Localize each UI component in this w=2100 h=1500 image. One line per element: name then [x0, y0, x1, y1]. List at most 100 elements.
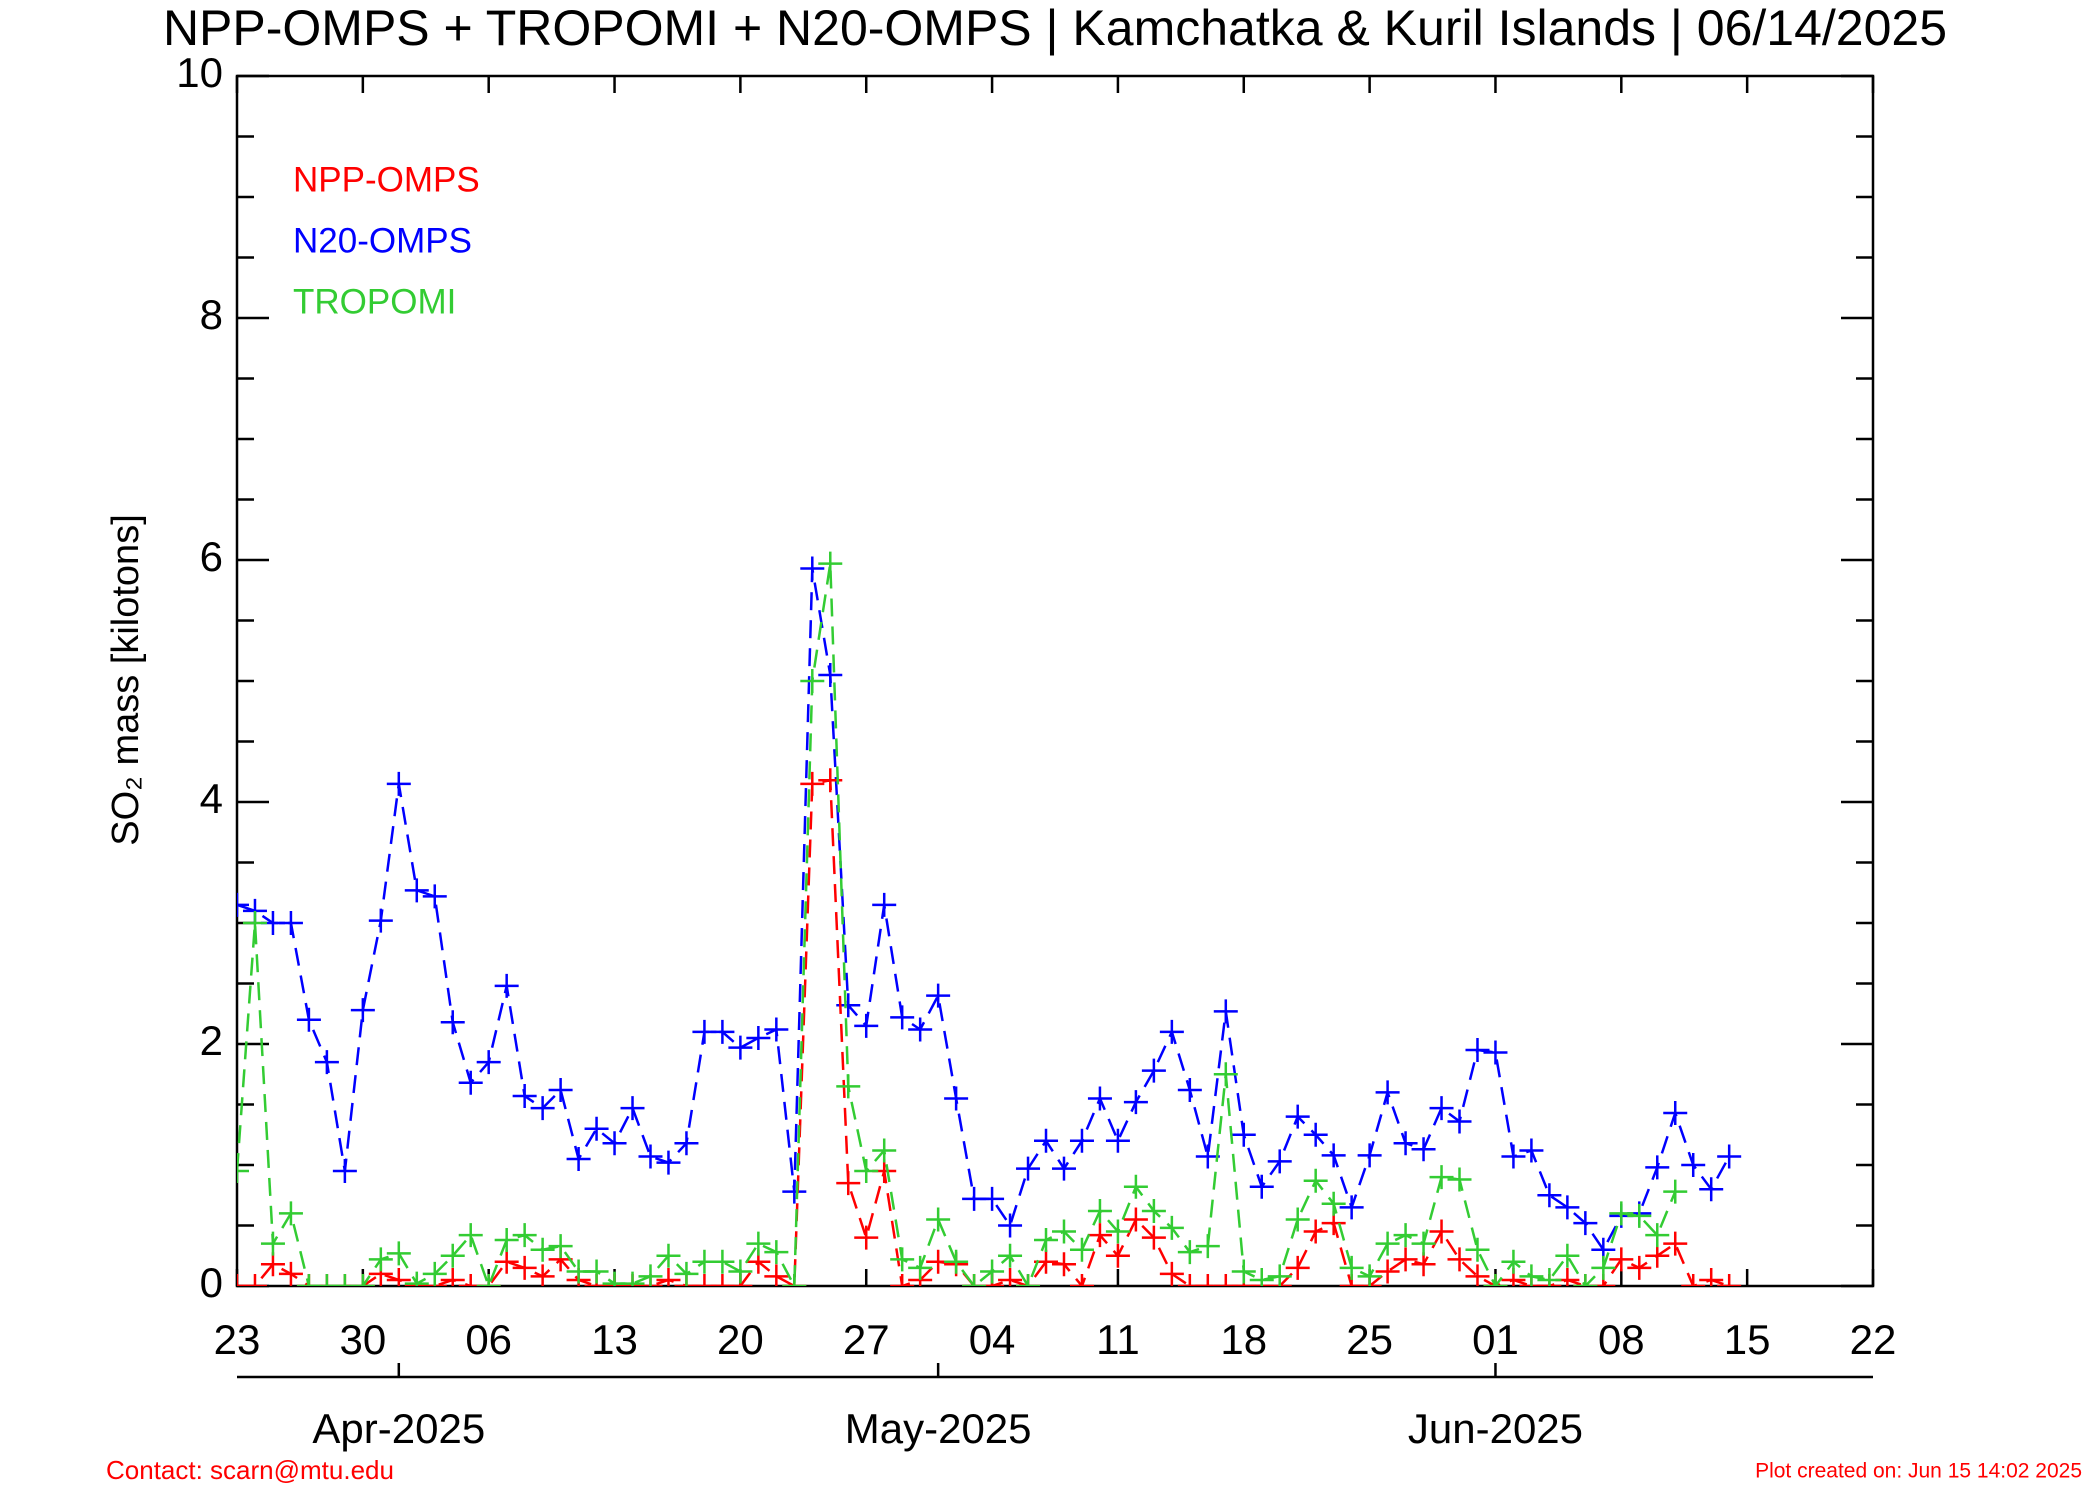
- marker: [1195, 1274, 1220, 1286]
- y-tick-label: 8: [200, 291, 223, 338]
- x-tick-label: 11: [1096, 1316, 1140, 1363]
- x-tick-label: 13: [591, 1316, 638, 1363]
- x-tick-label: 23: [214, 1316, 261, 1363]
- marker: [1375, 1231, 1400, 1256]
- marker: [836, 1074, 861, 1099]
- marker: [764, 1017, 789, 1042]
- marker: [1537, 1267, 1562, 1286]
- marker: [1249, 1267, 1274, 1286]
- x-tick-label: 18: [1220, 1316, 1267, 1363]
- marker: [278, 1201, 303, 1226]
- marker: [818, 551, 843, 576]
- marker: [872, 1138, 897, 1163]
- marker: [1303, 1219, 1328, 1244]
- marker: [782, 1179, 807, 1204]
- marker: [1519, 1264, 1544, 1286]
- footer-created: Plot created on: Jun 15 14:02 2025: [1755, 1460, 2082, 1483]
- marker: [440, 1243, 465, 1268]
- marker: [440, 1267, 465, 1286]
- marker: [728, 1259, 753, 1284]
- marker: [440, 1010, 465, 1035]
- marker: [1357, 1264, 1382, 1286]
- marker: [1159, 1019, 1184, 1044]
- marker: [1141, 1198, 1166, 1223]
- marker: [908, 1255, 933, 1280]
- marker: [1393, 1247, 1418, 1272]
- marker: [728, 1035, 753, 1060]
- marker: [278, 911, 303, 935]
- marker: [1393, 1223, 1418, 1248]
- marker: [1645, 1223, 1670, 1248]
- marker: [1699, 1177, 1724, 1202]
- marker: [1123, 1207, 1148, 1232]
- marker: [422, 884, 447, 909]
- series-line: [237, 568, 1731, 1253]
- marker: [530, 1237, 555, 1262]
- marker: [1447, 1167, 1472, 1192]
- marker: [494, 1249, 519, 1274]
- marker: [242, 1274, 267, 1286]
- marker: [1663, 1100, 1688, 1125]
- marker: [818, 662, 843, 687]
- marker: [260, 1252, 285, 1277]
- chart-title: NPP-OMPS + TROPOMI + N20-OMPS | Kamchatk…: [163, 0, 1947, 56]
- marker: [1663, 1179, 1688, 1204]
- marker: [1321, 1143, 1346, 1168]
- marker: [1645, 1155, 1670, 1180]
- marker: [1087, 1198, 1112, 1223]
- month-label: Apr-2025: [312, 1405, 485, 1452]
- marker: [1051, 1252, 1076, 1277]
- legend-label: NPP-OMPS: [293, 160, 480, 199]
- marker: [1213, 1062, 1238, 1087]
- marker: [1645, 1243, 1670, 1268]
- marker: [476, 1274, 501, 1286]
- marker: [1069, 1128, 1094, 1153]
- marker: [1141, 1225, 1166, 1250]
- marker: [1465, 1038, 1490, 1063]
- marker: [368, 908, 393, 933]
- marker: [1213, 1274, 1238, 1286]
- marker: [890, 1005, 915, 1030]
- marker: [1069, 1274, 1094, 1286]
- marker: [1195, 1144, 1220, 1169]
- marker: [656, 1150, 681, 1175]
- plot-frame: [235, 74, 1875, 1288]
- x-tick-label: 15: [1724, 1316, 1771, 1363]
- marker: [1231, 1259, 1256, 1284]
- x-tick-label: 25: [1346, 1316, 1393, 1363]
- legend-label: N20-OMPS: [293, 221, 472, 260]
- marker: [1681, 1274, 1706, 1286]
- marker: [332, 1159, 357, 1184]
- marker: [656, 1267, 681, 1286]
- marker: [944, 1249, 969, 1274]
- legend-label: TROPOMI: [293, 282, 456, 321]
- marker: [674, 1261, 699, 1286]
- marker: [1051, 1219, 1076, 1244]
- marker: [1717, 1274, 1742, 1286]
- marker: [782, 1274, 807, 1286]
- marker: [1195, 1234, 1220, 1259]
- marker: [1159, 1261, 1184, 1286]
- marker: [1537, 1183, 1562, 1208]
- y-tick-label: 4: [200, 775, 223, 822]
- marker: [800, 556, 825, 581]
- marker: [260, 1231, 285, 1256]
- marker: [1034, 1128, 1059, 1153]
- marker: [1249, 1174, 1274, 1199]
- marker: [620, 1096, 645, 1121]
- marker: [620, 1271, 645, 1286]
- marker: [1519, 1138, 1544, 1163]
- marker: [1016, 1156, 1041, 1181]
- marker: [1357, 1143, 1382, 1168]
- marker: [476, 1050, 501, 1075]
- x-tick-label: 01: [1472, 1316, 1519, 1363]
- marker: [350, 998, 375, 1023]
- marker: [1141, 1058, 1166, 1083]
- marker: [512, 1223, 537, 1248]
- marker: [237, 1159, 249, 1184]
- marker: [458, 1223, 483, 1248]
- marker: [242, 911, 267, 935]
- marker: [1034, 1228, 1059, 1253]
- marker: [908, 1017, 933, 1042]
- x-tick-label: 20: [717, 1316, 764, 1363]
